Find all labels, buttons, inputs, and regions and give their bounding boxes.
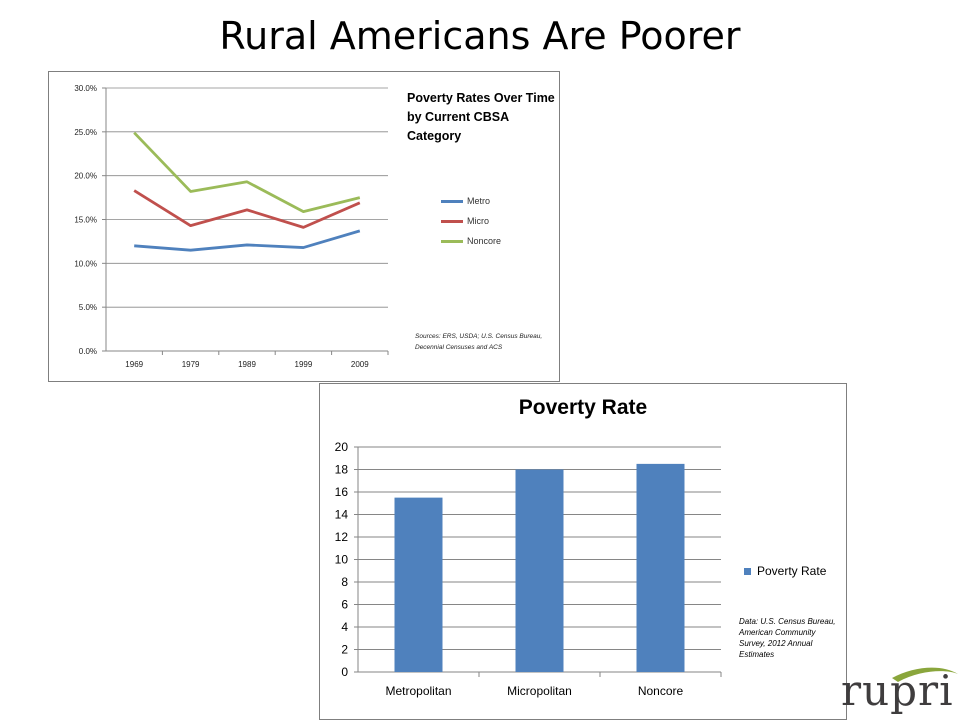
y-tick-label: 0.0% [79,347,97,356]
legend-item-noncore: Noncore [441,231,501,251]
y-tick-label: 0 [341,665,348,679]
x-tick-label: Noncore [638,684,684,698]
series-line-micro [133,189,361,229]
y-tick-label: 18 [335,463,349,477]
legend-item-metro: Metro [441,191,501,211]
y-tick-label: 20.0% [74,172,97,181]
legend-swatch-noncore [441,239,463,243]
slide-title: Rural Americans Are Poorer [219,14,741,58]
x-tick-label: 1979 [182,360,200,369]
bar-chart-plot: 0 2 4 6 8 10 12 14 16 18 20 Metropolitan Micropolita… [335,440,722,698]
y-tick-label: 16 [335,485,349,499]
x-tick-label: 1969 [125,360,143,369]
x-tick-label: Metropolitan [385,684,451,698]
line-chart-plot: 0.0% 5.0% 10.0% 15.0% 20.0% 25.0% 30.0% 1969 197… [74,84,389,369]
line-chart-title: Poverty Rates Over Time by Current CBSA … [407,91,555,143]
legend-swatch-micro [441,219,463,223]
poverty-rate-bar-chart: Poverty Rate 0 2 4 6 8 10 12 14 16 18 20 Metropolit… [319,383,847,720]
logo-text: rupri [841,666,954,715]
y-tick-label: 14 [335,508,349,522]
y-tick-label: 10.0% [74,259,97,268]
y-tick-label: 10 [335,553,349,567]
series-line-noncore [133,131,361,214]
y-tick-label: 2 [341,643,348,657]
line-chart-legend: Metro Micro Noncore [441,191,501,251]
legend-label-micro: Micro [467,216,489,226]
series-line-metro [134,229,361,252]
x-tick-label: 1999 [295,360,313,369]
bar-chart-title: Poverty Rate [518,396,648,419]
logo-swoosh [892,667,958,682]
line-chart-source: Sources: ERS, USDA; U.S. Census Bureau, … [415,333,543,351]
y-tick-label: 8 [341,575,348,589]
legend-label-noncore: Noncore [467,236,502,246]
legend-swatch-metro [441,199,463,203]
bar-micropolitan [515,469,564,672]
y-tick-label: 15.0% [74,216,97,225]
y-tick-label: 12 [335,530,349,544]
y-tick-label: 30.0% [74,84,97,93]
bar-metropolitan [394,497,443,672]
x-tick-label: 2009 [351,360,369,369]
poverty-rates-line-chart: 0.0% 5.0% 10.0% 15.0% 20.0% 25.0% 30.0% 1969 197… [48,71,560,382]
rupri-logo: rupri [834,664,960,720]
bar-chart-source: Data: U.S. Census Bureau, American Commu… [739,617,836,659]
bar-chart-legend: Poverty Rate [744,564,826,578]
legend-item-micro: Micro [441,211,501,231]
y-tick-label: 20 [335,440,349,454]
x-tick-label: 1989 [238,360,256,369]
y-tick-label: 5.0% [79,303,97,312]
legend-label-metro: Metro [467,196,491,206]
bar-noncore [636,463,685,672]
y-tick-label: 6 [341,598,348,612]
legend-label-poverty-rate: Poverty Rate [757,564,827,578]
y-tick-label: 25.0% [74,128,97,137]
x-tick-label: Micropolitan [507,684,572,698]
y-tick-label: 4 [341,620,348,634]
legend-swatch-poverty-rate [744,567,751,575]
